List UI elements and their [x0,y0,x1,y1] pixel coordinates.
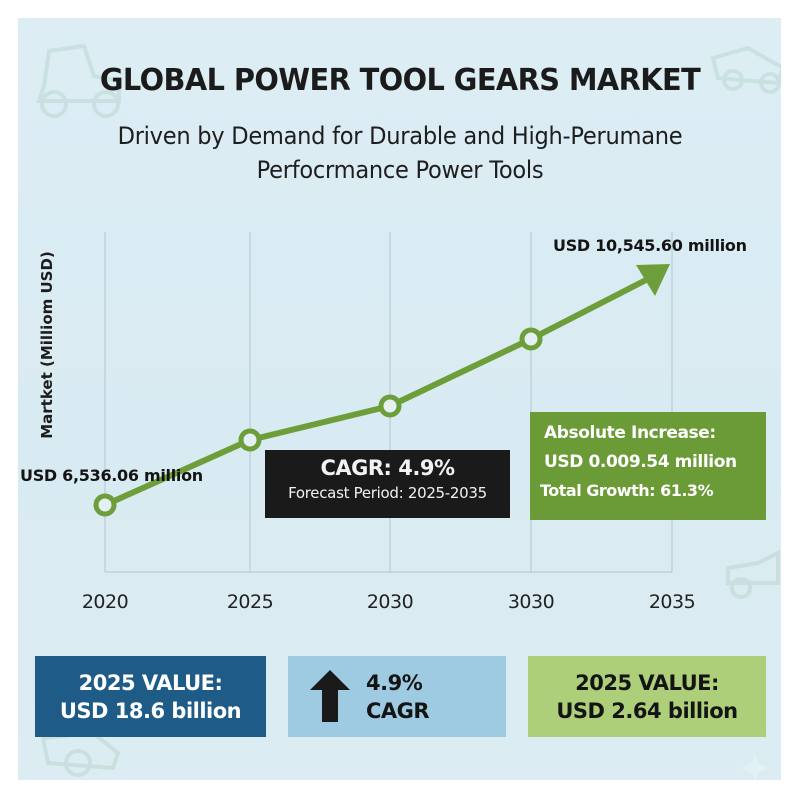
stat-card-value: USD 2.64 billion [556,699,738,723]
absolute-increase-value: USD 0.009.54 million [544,452,737,472]
cagr-title: CAGR: 4.9% [320,456,455,480]
stat-card-value: 4.9% [366,671,423,695]
up-arrow-icon [310,670,350,722]
stat-card-value: USD 18.6 billion [59,699,242,723]
absolute-increase-callout: Absolute Increase: USD 0.009.54 million … [530,412,766,520]
data-markers [93,327,543,517]
sparkle-icon [740,753,770,780]
cagr-callout: CAGR: 4.9% Forecast Period: 2025-2035 [265,450,510,518]
vehicle-watermark-icon [726,549,780,599]
vehicle-watermark-icon [710,45,781,94]
page-title: GLOBAL POWER TOOL GEARS MARKET [99,63,701,98]
vehicle-watermark-icon [36,43,121,118]
total-growth: Total Growth: 61.3% [540,481,714,500]
subtitle-line-2: Perfocrmance Power Tools [256,156,544,184]
x-tick-3030: 3030 [507,591,555,613]
absolute-increase-label: Absolute Increase: [544,423,716,443]
stat-card-label: 2025 VALUE: [575,671,719,695]
start-value-label: USD 6,536.06 million [20,466,203,485]
stat-card-label: CAGR [366,699,430,723]
stat-card-2025-value: 2025 VALUE: USD 18.6 billion [35,656,266,737]
stat-card-2025-value-alt: 2025 VALUE: USD 2.64 billion [528,656,766,737]
stat-card-label: 2025 VALUE: [78,671,223,695]
x-tick-2035: 2035 [648,591,696,613]
forecast-period: Forecast Period: 2025-2035 [288,484,487,502]
x-tick-2025: 2025 [226,591,274,613]
end-value-label: USD 10,545.60 million [553,236,747,255]
subtitle-line-1: Driven by Demand for Durable and High-Pe… [117,122,683,150]
trend-arrowhead-icon [636,264,670,296]
x-tick-2020: 2020 [81,591,129,613]
x-tick-2030: 2030 [366,591,414,613]
stat-card-cagr: 4.9% CAGR [288,656,506,737]
